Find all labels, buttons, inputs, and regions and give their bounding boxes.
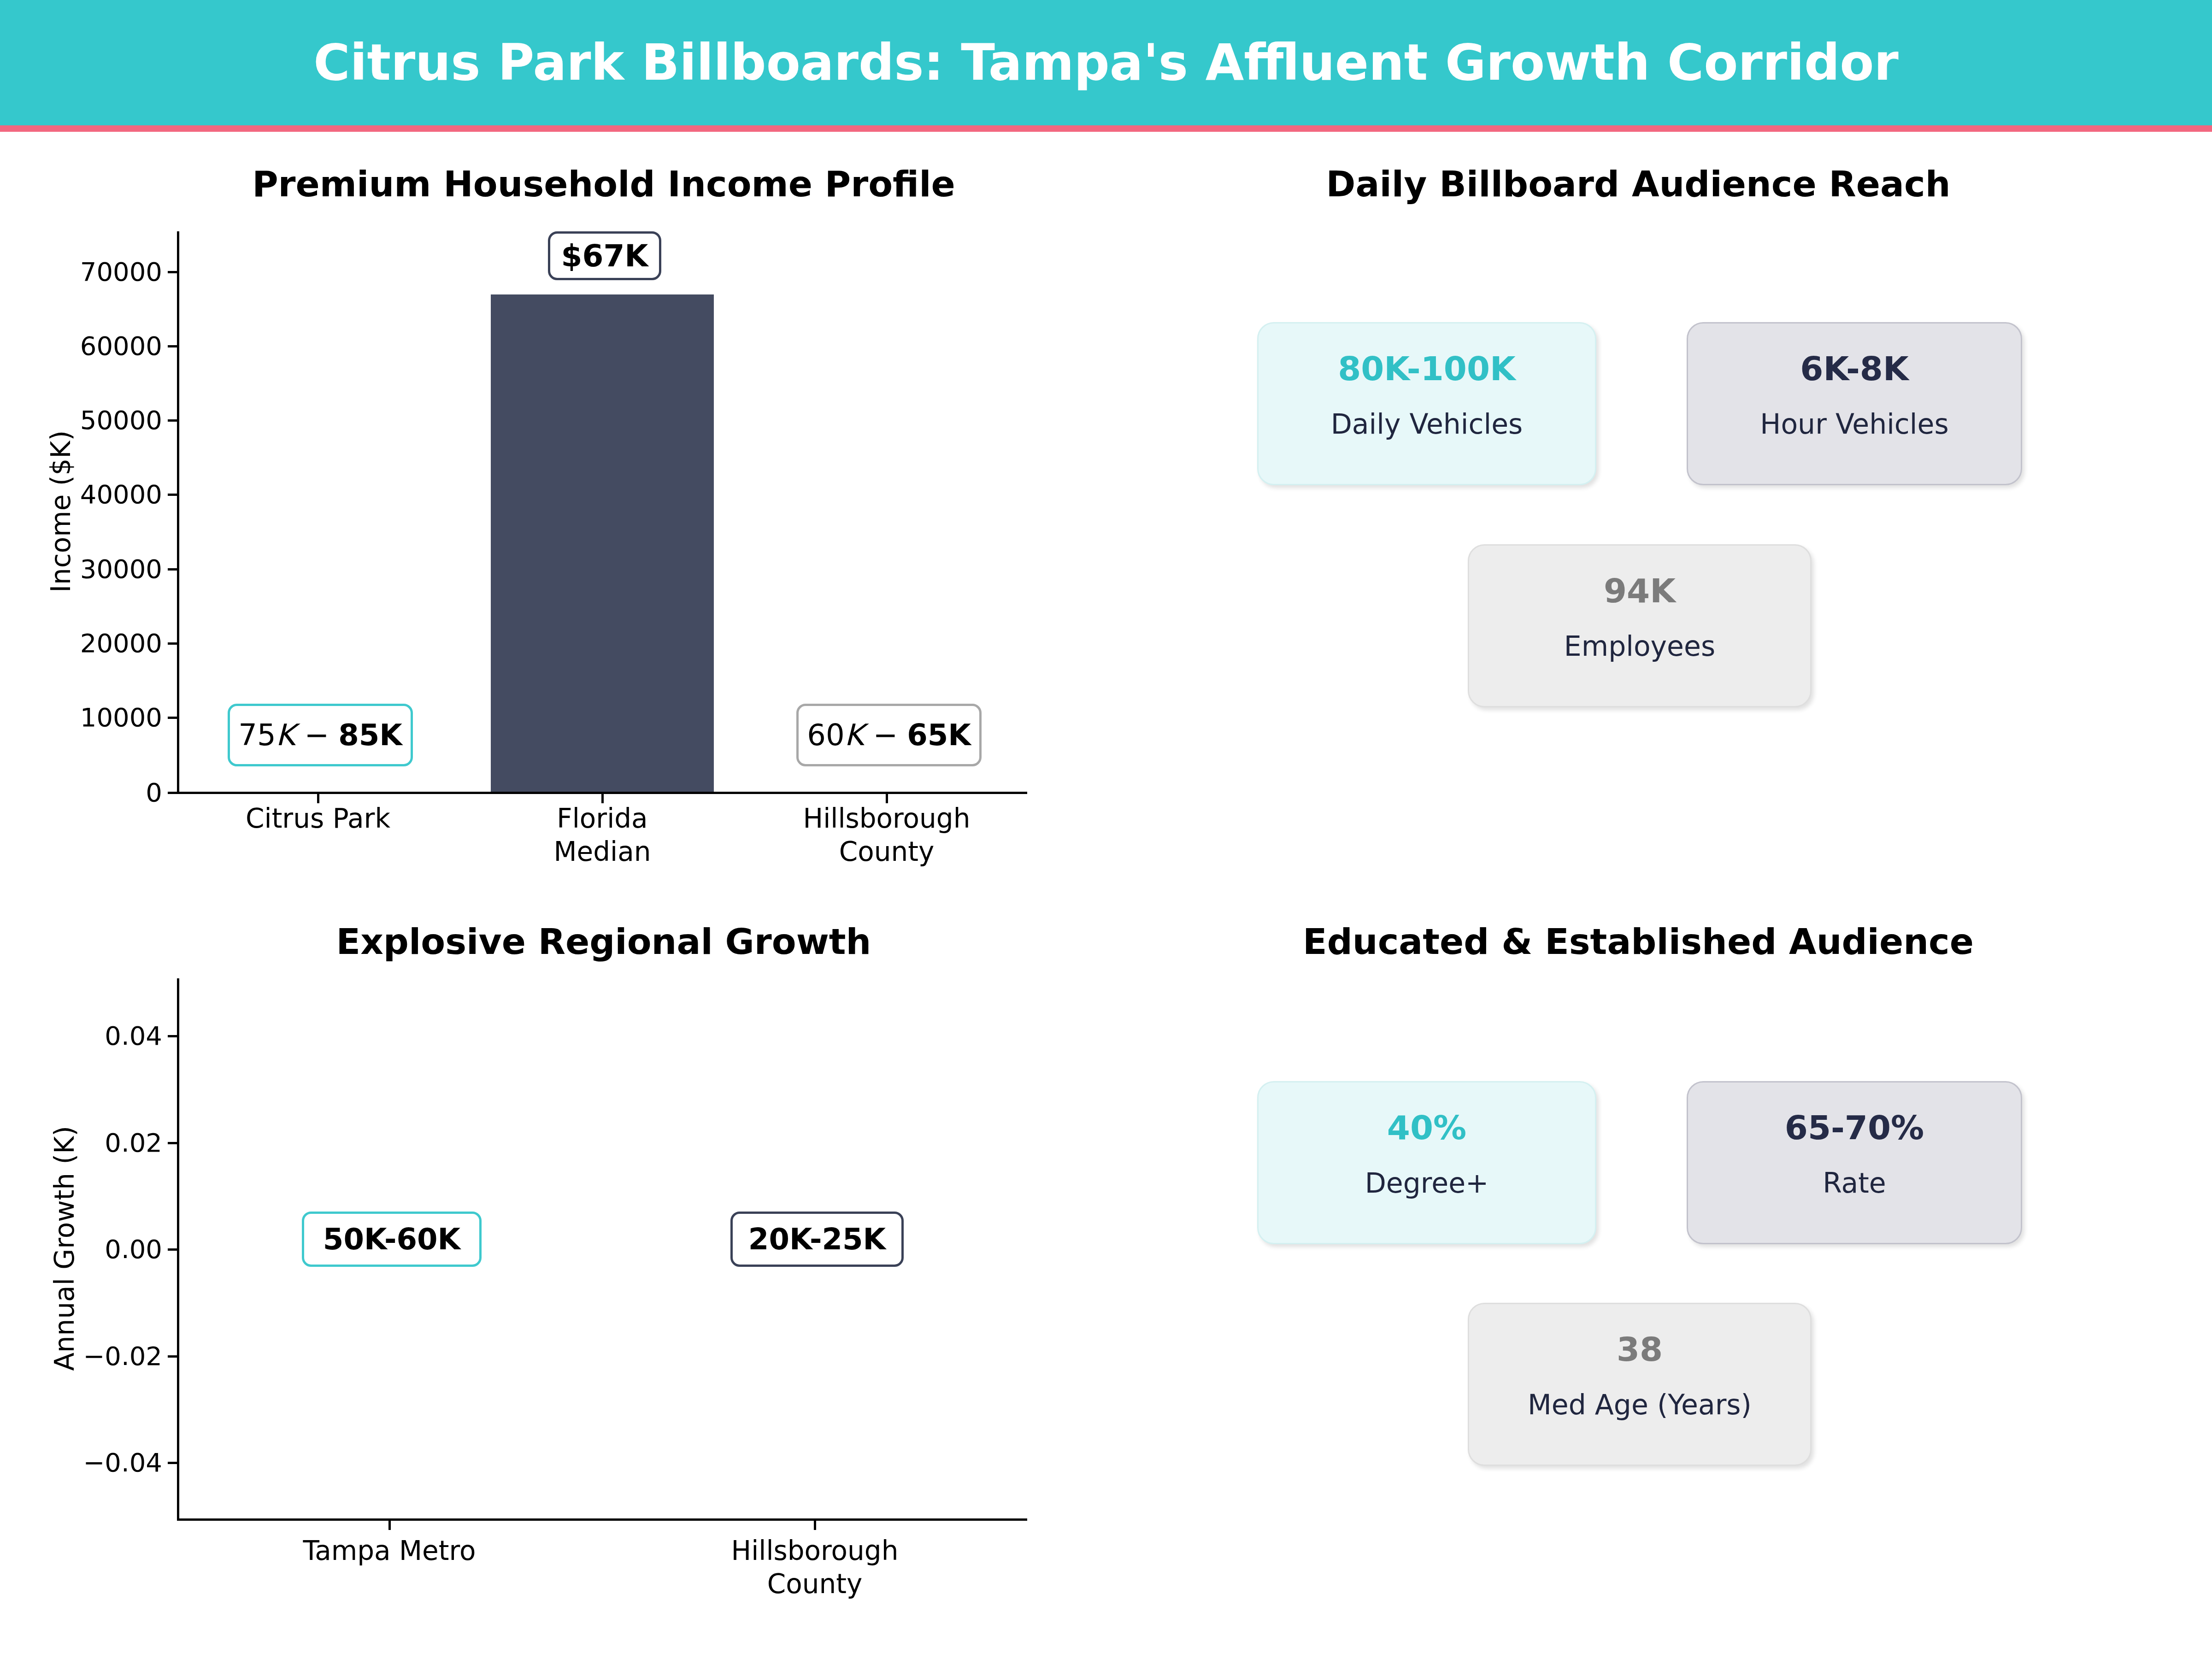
chart1-xlabel-hillsborough-2: County [725,835,1048,868]
card-value: 6K-8K [1688,339,2021,398]
chart1-ytick [168,717,177,719]
chart2-ytick-label: −0.02 [18,1340,162,1372]
chart1-ytick [168,419,177,422]
chart2-ytick-label: −0.04 [18,1447,162,1479]
chart1-y-axis [177,231,179,794]
annotation-low-unit: K [845,718,864,752]
chart2-y-axis [177,978,179,1521]
card-rate: 65-70% Rate [1687,1081,2022,1244]
annotation-dash: − [305,718,329,752]
chart1-ytick-label: 20000 [18,627,162,659]
chart2-x-axis [177,1518,1027,1521]
chart2-ytick [168,1248,177,1251]
chart1-title: Premium Household Income Profile [143,161,1065,207]
chart1-ytick-label: 70000 [18,256,162,288]
card-value: 40% [1259,1098,1595,1157]
card-degree: 40% Degree+ [1257,1081,1596,1244]
chart2-ytick-label: 0.02 [18,1127,162,1159]
chart2-xlabel-hillsborough-2: County [653,1567,976,1600]
chart2-xtick [814,1521,816,1530]
chart2-xtick [388,1521,391,1530]
chart1-xlabel-florida-1: Florida [441,802,764,835]
card-label: Employees [1469,618,1810,674]
chart1-ytick-label: 30000 [18,553,162,585]
chart2-ytick-label: 0.00 [18,1233,162,1265]
chart1-ytick-label: 60000 [18,330,162,362]
page-title: Citrus Park Billboards: Tampa's Affluent… [0,0,2212,125]
card-label: Rate [1688,1155,2021,1211]
chart1-xlabel-hillsborough-1: Hillsborough [725,802,1048,835]
chart2-ylabel: Annual Growth (K) [49,1126,80,1371]
chart1-xlabel-florida-2: Median [441,835,764,868]
annotation-high: 65K [907,718,971,752]
card-label: Degree+ [1259,1155,1595,1211]
chart1-ytick [168,271,177,273]
header-accent-line [0,125,2212,132]
panel-audience-title: Educated & Established Audience [1131,919,2145,965]
chart1-ylabel: Income ($K) [45,430,76,593]
card-label: Med Age (Years) [1469,1377,1810,1432]
header-banner: Citrus Park Billboards: Tampa's Affluent… [0,0,2212,125]
annotation-florida-median: $67K [548,231,661,280]
panel-reach-title: Daily Billboard Audience Reach [1131,161,2145,207]
chart1-ytick-label: 50000 [18,404,162,436]
card-value: 94K [1469,561,1810,620]
chart2-ytick [168,1035,177,1037]
card-med-age: 38 Med Age (Years) [1468,1303,1812,1466]
dashboard: Citrus Park Billboards: Tampa's Affluent… [0,0,2212,1659]
annotation-high: 85K [338,718,402,752]
annotation-hillsborough-growth: 20K-25K [730,1212,904,1267]
chart1-ytick [168,642,177,645]
chart2-ytick [168,1355,177,1358]
annotation-hillsborough: 60K − 65K [796,704,982,766]
chart2-ytick-label: 0.04 [18,1020,162,1052]
card-label: Daily Vehicles [1259,396,1595,452]
chart2-title: Explosive Regional Growth [143,919,1065,965]
card-label: Hour Vehicles [1688,396,2021,452]
annotation-low-unit: K [276,718,295,752]
card-value: 80K-100K [1259,339,1595,398]
card-value: 38 [1469,1320,1810,1379]
card-hour-vehicles: 6K-8K Hour Vehicles [1687,322,2022,485]
chart2-ytick [168,1462,177,1464]
chart1-ytick-label: 0 [18,777,162,809]
chart1-ytick [168,792,177,794]
annotation-citrus-park: 75K − 85K [228,704,413,766]
card-employees: 94K Employees [1468,544,1812,707]
card-daily-vehicles: 80K-100K Daily Vehicles [1257,322,1596,485]
annotation-low-digits: 75 [238,718,276,752]
annotation-tampa-metro: 50K-60K [302,1212,482,1267]
card-value: 65-70% [1688,1098,2021,1157]
chart1-ytick-label: 40000 [18,478,162,511]
chart1-ytick [168,345,177,347]
chart1-xlabel-citrus-park: Citrus Park [157,802,479,835]
annotation-dash: − [873,718,898,752]
chart1-ytick [168,494,177,496]
chart2-xlabel-tampa: Tampa Metro [228,1534,551,1567]
bar-florida-median [491,294,714,792]
chart1-ytick-label: 10000 [18,701,162,734]
annotation-low-digits: 60 [807,718,844,752]
chart2-ytick [168,1142,177,1144]
chart2-xlabel-hillsborough-1: Hillsborough [653,1534,976,1567]
chart1-ytick [168,568,177,571]
